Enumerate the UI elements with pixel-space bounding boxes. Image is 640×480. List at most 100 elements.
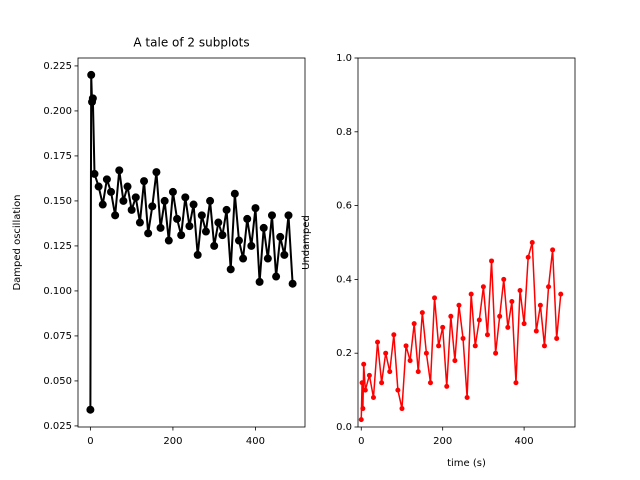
- marker: [152, 168, 161, 177]
- y-tick-label: 0.8: [336, 127, 352, 138]
- marker: [432, 295, 438, 301]
- marker: [484, 332, 490, 338]
- marker: [177, 231, 186, 240]
- marker: [529, 240, 535, 245]
- series-line: [89, 74, 294, 410]
- x-tick-label: 0: [358, 436, 364, 447]
- marker: [383, 350, 389, 356]
- marker: [361, 361, 367, 367]
- marker: [554, 335, 560, 341]
- marker: [366, 372, 372, 378]
- marker: [448, 313, 454, 319]
- marker: [140, 177, 149, 186]
- axes-frame: [77, 57, 306, 428]
- marker: [284, 211, 293, 220]
- marker: [98, 200, 107, 209]
- marker: [480, 284, 486, 290]
- marker: [358, 417, 364, 423]
- marker: [259, 223, 268, 232]
- marker: [123, 182, 132, 191]
- x-tick-label: 400: [515, 436, 534, 447]
- marker: [230, 189, 239, 198]
- marker: [558, 291, 564, 297]
- marker: [456, 302, 462, 308]
- marker: [218, 231, 227, 240]
- marker: [509, 299, 515, 305]
- marker: [251, 204, 260, 213]
- marker: [90, 169, 99, 178]
- marker: [505, 324, 511, 330]
- y-tick-label: 1.0: [336, 53, 352, 64]
- marker: [201, 227, 210, 236]
- marker: [272, 272, 281, 281]
- series-line: [360, 242, 562, 420]
- marker: [243, 214, 252, 223]
- marker: [255, 277, 264, 286]
- y-tick-label: 0.175: [43, 151, 72, 162]
- marker: [107, 187, 116, 196]
- y-tick-label: 0.200: [43, 106, 72, 117]
- marker: [521, 321, 527, 327]
- marker: [148, 202, 157, 211]
- marker: [115, 166, 124, 175]
- marker: [164, 236, 173, 245]
- marker: [263, 254, 272, 263]
- marker: [247, 241, 256, 250]
- marker: [102, 175, 111, 184]
- marker: [464, 394, 470, 400]
- marker: [160, 196, 169, 205]
- marker: [131, 193, 140, 202]
- marker: [497, 313, 503, 319]
- marker: [234, 236, 243, 245]
- marker: [197, 211, 206, 220]
- marker: [452, 358, 458, 364]
- marker: [119, 196, 128, 205]
- marker: [407, 358, 413, 364]
- y-axis-label: Damped oscillation: [12, 194, 23, 290]
- y-tick-label: 0.150: [43, 196, 72, 207]
- marker: [489, 258, 495, 264]
- marker: [360, 406, 366, 412]
- chart-title: A tale of 2 subplots: [133, 36, 249, 50]
- marker: [513, 380, 519, 386]
- marker: [127, 205, 136, 214]
- marker: [517, 287, 523, 293]
- marker: [280, 250, 289, 259]
- marker: [288, 279, 297, 288]
- marker: [501, 276, 507, 282]
- marker: [156, 223, 165, 232]
- marker: [533, 328, 539, 334]
- marker: [423, 350, 429, 356]
- y-tick-label: 0.075: [43, 331, 72, 342]
- marker: [436, 343, 442, 349]
- y-tick-label: 0.6: [336, 201, 352, 212]
- marker: [541, 343, 547, 349]
- y-tick-label: 0.0: [336, 422, 352, 433]
- marker: [411, 321, 417, 327]
- y-tick-label: 0.225: [43, 61, 72, 72]
- marker: [94, 182, 103, 191]
- marker: [370, 394, 376, 400]
- y-tick-label: 0.125: [43, 241, 72, 252]
- marker: [86, 405, 95, 414]
- marker: [111, 211, 120, 220]
- marker: [267, 211, 276, 220]
- x-tick-label: 200: [433, 436, 452, 447]
- marker: [222, 205, 231, 214]
- marker: [472, 343, 478, 349]
- marker: [395, 387, 401, 393]
- marker: [226, 265, 235, 274]
- marker: [440, 324, 446, 330]
- marker: [359, 380, 365, 386]
- marker: [379, 380, 385, 386]
- x-tick-label: 400: [246, 436, 265, 447]
- marker: [391, 332, 397, 338]
- y-tick-label: 0.050: [43, 376, 72, 387]
- marker: [193, 250, 202, 259]
- marker: [415, 369, 421, 375]
- marker: [468, 291, 474, 297]
- marker: [550, 247, 556, 253]
- x-axis-label: time (s): [447, 458, 486, 469]
- axes-frame: [357, 57, 576, 428]
